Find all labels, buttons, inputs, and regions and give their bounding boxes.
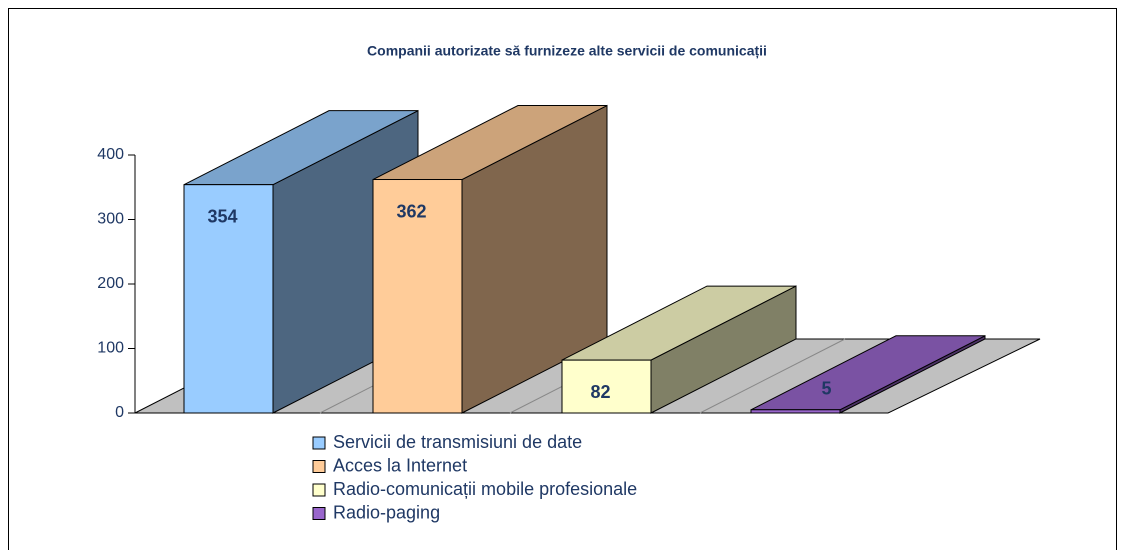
y-tick-label: 200 <box>97 275 124 292</box>
legend-swatch <box>312 460 326 473</box>
legend-label: Radio-comunicații mobile profesionale <box>333 479 637 499</box>
legend-label: Radio-paging <box>333 502 440 522</box>
y-tick-label: 100 <box>97 340 124 357</box>
chart-title: Companii autorizate să furnizeze alte se… <box>367 43 767 59</box>
legend-label: Servicii de transmisiuni de date <box>333 432 582 452</box>
legend-swatch <box>312 436 326 450</box>
bar <box>183 184 274 414</box>
y-tick-label: 400 <box>97 146 124 163</box>
bar <box>561 359 652 414</box>
y-tick-label: 300 <box>97 211 124 228</box>
legend-swatch <box>312 483 326 497</box>
y-tick-label: 0 <box>115 404 124 421</box>
data-label: 5 <box>821 379 831 399</box>
floor-divider <box>699 338 846 414</box>
bar <box>750 409 841 414</box>
data-label: 362 <box>396 201 426 221</box>
legend-swatch <box>312 507 326 520</box>
data-label: 82 <box>590 382 610 402</box>
legend-label: Acces la Internet <box>333 455 467 475</box>
bar <box>372 179 463 414</box>
data-label: 354 <box>207 206 237 226</box>
